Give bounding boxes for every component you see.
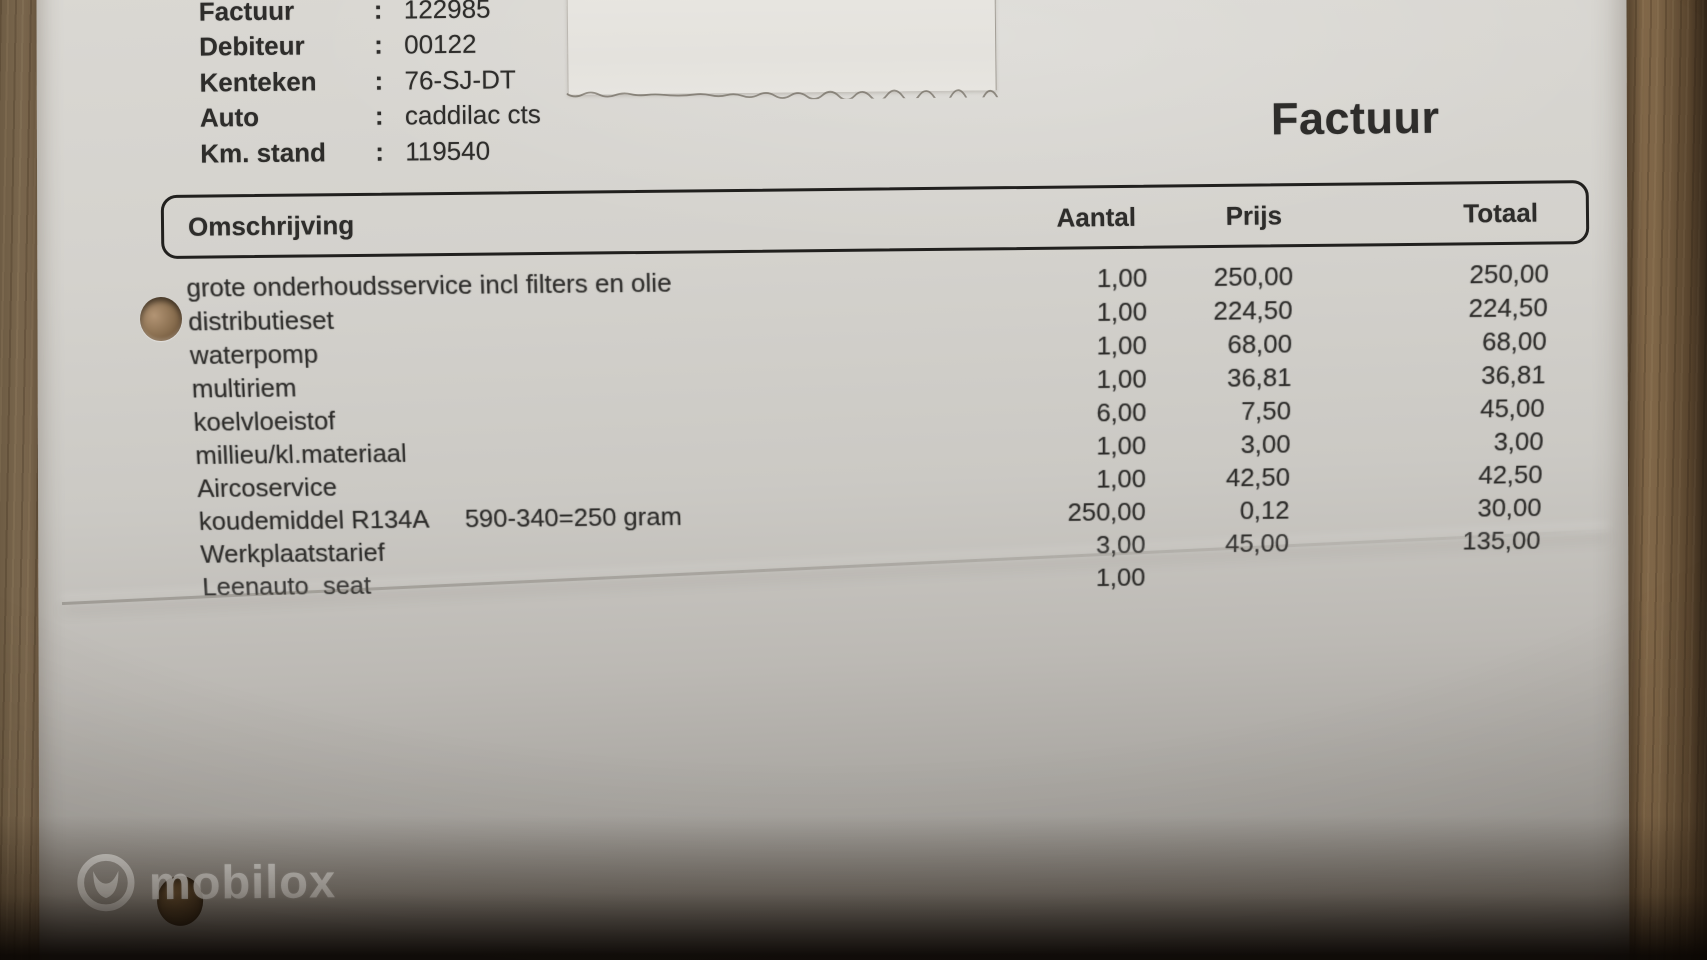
- column-header-total: Totaal: [1463, 197, 1539, 228]
- meta-field-row: Auto : caddilac cts: [200, 97, 541, 136]
- item-price: 0,12: [1239, 495, 1290, 525]
- item-total: 250,00: [1469, 258, 1550, 290]
- item-note: 590-340=250 gram: [464, 501, 683, 533]
- item-note: [419, 537, 420, 566]
- column-header-price: Prijs: [1225, 199, 1283, 231]
- column-header-description: Omschrijving: [187, 209, 355, 242]
- item-note: [406, 570, 407, 599]
- field-label: Kenteken: [199, 65, 317, 98]
- punch-hole-top: [139, 296, 183, 342]
- field-label: Debiteur: [198, 30, 305, 62]
- invoice-paper-sheet: Datum : 04-06-2016 Factuur : 122985 Debi…: [36, 0, 1630, 960]
- field-label: Km. stand: [200, 136, 327, 169]
- meta-field-row: Factuur : 122985: [199, 0, 540, 30]
- sticker-wavy-edge: [566, 89, 1000, 102]
- item-quantity: 1,00: [1096, 463, 1147, 494]
- correction-sticker: [566, 0, 1000, 102]
- item-total: 36,81: [1480, 359, 1547, 390]
- field-value: 122985: [403, 0, 491, 24]
- item-quantity: 1,00: [1095, 562, 1146, 592]
- item-total: [1288, 556, 1540, 591]
- field-separator: :: [375, 136, 385, 167]
- item-price: 42,50: [1225, 462, 1291, 493]
- mobilox-wordmark: mobilox: [148, 853, 337, 909]
- mobilox-watermark: mobilox: [75, 849, 337, 914]
- item-total: 45,00: [1479, 393, 1546, 424]
- item-note: [369, 305, 370, 335]
- item-quantity: 1,00: [1096, 363, 1147, 394]
- meta-field-row: Debiteur : 00122: [199, 26, 540, 65]
- item-price: 45,00: [1224, 528, 1290, 558]
- item-description: Leenauto seat: [201, 562, 988, 603]
- table-header: Omschrijving Aantal Prijs Totaal: [160, 180, 1590, 260]
- field-separator: :: [374, 100, 384, 131]
- item-quantity: 1,00: [1096, 296, 1148, 327]
- meta-field-row: Kenteken : 76-SJ-DT: [199, 62, 540, 101]
- item-price: [1145, 559, 1288, 593]
- item-total: 42,50: [1478, 459, 1544, 490]
- item-note: [372, 472, 373, 501]
- item-quantity: 6,00: [1096, 397, 1147, 428]
- item-note: [332, 372, 333, 402]
- meta-field-row: Km. stand : 119540: [200, 133, 541, 172]
- item-price: 3,00: [1240, 429, 1291, 459]
- field-separator: :: [373, 29, 383, 60]
- item-note: [353, 339, 354, 369]
- field-value: caddilac cts: [404, 99, 541, 131]
- item-total: 30,00: [1477, 492, 1543, 523]
- item-quantity: 1,00: [1096, 262, 1148, 294]
- column-header-quantity: Aantal: [1056, 201, 1137, 233]
- item-note: [370, 405, 371, 434]
- item-quantity: 1,00: [1096, 430, 1147, 461]
- field-label: Auto: [199, 101, 260, 133]
- item-total: 135,00: [1462, 525, 1541, 556]
- field-label: Factuur: [198, 0, 295, 27]
- field-separator: :: [373, 0, 383, 25]
- page-title: Factuur: [1270, 91, 1440, 145]
- item-total: 224,50: [1468, 292, 1549, 323]
- field-separator: :: [374, 65, 384, 96]
- mobilox-ring-icon: [77, 854, 135, 912]
- item-price: 7,50: [1240, 395, 1292, 426]
- field-value: 119540: [405, 135, 491, 166]
- field-value: 00122: [403, 28, 477, 60]
- item-quantity: 1,00: [1096, 330, 1148, 361]
- invoice-printed-content: Datum : 04-06-2016 Factuur : 122985 Debi…: [33, 0, 1633, 960]
- item-note: [442, 438, 443, 467]
- item-total: 68,00: [1481, 326, 1548, 357]
- item-total: 3,00: [1493, 426, 1545, 457]
- item-price: 68,00: [1227, 328, 1293, 360]
- line-items: grote onderhoudsservice incl filters en …: [162, 256, 1590, 603]
- invoice-meta-fields: Datum : 04-06-2016 Factuur : 122985 Debi…: [198, 0, 541, 172]
- item-price: 250,00: [1213, 261, 1294, 292]
- item-price: 224,50: [1213, 295, 1293, 326]
- item-note: [707, 267, 708, 297]
- item-price: 36,81: [1226, 362, 1292, 393]
- field-value: 76-SJ-DT: [404, 63, 516, 95]
- item-quantity: 250,00: [1067, 496, 1146, 527]
